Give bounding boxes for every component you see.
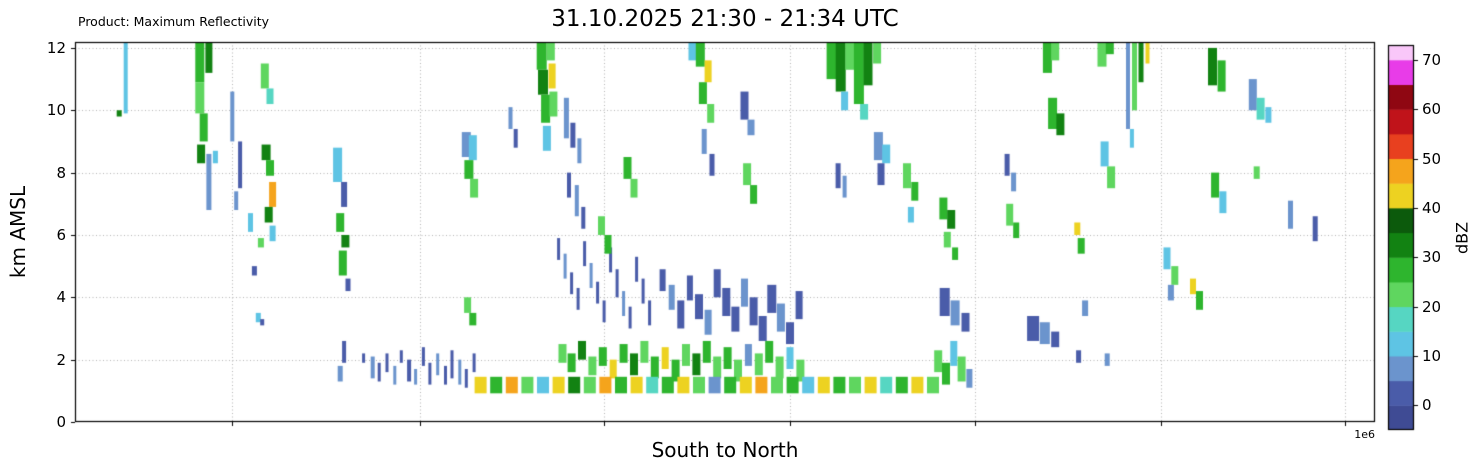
colorbar-label: dBZ bbox=[1452, 221, 1472, 255]
y-tick-label: 6 bbox=[56, 225, 66, 244]
colorbar-tick-label: 30 bbox=[1422, 248, 1442, 267]
colorbar-tick-label: 50 bbox=[1422, 149, 1442, 168]
y-tick-label: 12 bbox=[46, 38, 66, 57]
x-axis-offset-label: 1e6 bbox=[1354, 428, 1375, 441]
colorbar-tick-label: 60 bbox=[1422, 100, 1442, 119]
y-tick-label: 10 bbox=[46, 101, 66, 120]
y-tick-label: 2 bbox=[56, 350, 66, 369]
colorbar-tick-label: 40 bbox=[1422, 198, 1442, 217]
colorbar-tick-label: 20 bbox=[1422, 297, 1442, 316]
x-axis-label: South to North bbox=[651, 438, 799, 462]
colorbar-tick-label: 70 bbox=[1422, 50, 1442, 69]
y-axis-label: km AMSL bbox=[6, 185, 30, 279]
y-tick-label: 4 bbox=[56, 288, 66, 307]
page-title: 31.10.2025 21:30 - 21:34 UTC bbox=[551, 6, 899, 32]
product-label: Product: Maximum Reflectivity bbox=[78, 14, 270, 29]
colorbar-tick-label: 0 bbox=[1422, 396, 1432, 415]
y-tick-label: 0 bbox=[56, 413, 66, 431]
y-tick-label: 8 bbox=[56, 163, 66, 182]
colorbar-tick-label: 10 bbox=[1422, 346, 1442, 365]
